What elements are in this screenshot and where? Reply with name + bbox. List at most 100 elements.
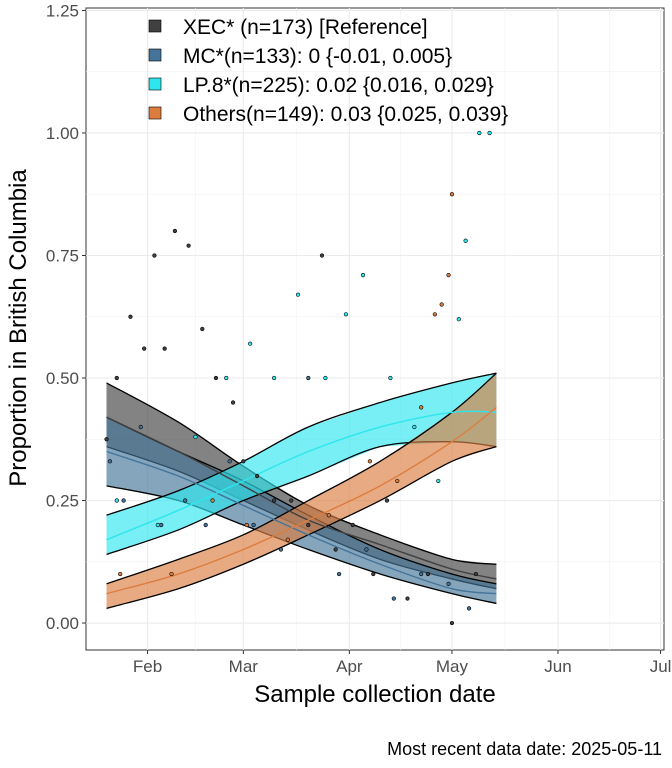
data-point-0-20 — [384, 498, 390, 503]
data-point-1-6 — [227, 459, 232, 464]
data-point-0-22 — [425, 571, 431, 577]
y-tick-label: 0.00 — [46, 614, 79, 633]
data-point-0-9 — [213, 375, 219, 381]
fit-line-2 — [106, 410, 497, 541]
data-point-3-7 — [395, 478, 400, 484]
caption: Most recent data date: 2025-05-11 — [387, 739, 662, 759]
x-tick-label: Jun — [544, 657, 571, 676]
data-point-0-15 — [306, 522, 311, 528]
data-point-3-6 — [367, 459, 372, 464]
data-point-2-13 — [456, 317, 461, 322]
data-point-0-5 — [162, 346, 167, 351]
data-point-0-12 — [254, 473, 260, 479]
fit-line-3 — [106, 406, 497, 595]
data-point-3-0 — [118, 571, 123, 577]
observed-points — [104, 130, 492, 626]
data-point-0-10 — [230, 400, 236, 405]
fit-line-1 — [106, 450, 497, 595]
legend-label-1: MC*(n=133): 0 {-0.01, 0.005} — [183, 45, 452, 68]
data-point-0-23 — [449, 620, 455, 626]
data-point-2-12 — [436, 478, 441, 484]
legend-key-2 — [148, 77, 162, 91]
data-point-1-0 — [107, 459, 113, 464]
data-point-1-15 — [466, 606, 472, 611]
data-point-1-3 — [159, 522, 164, 528]
data-point-1-11 — [364, 547, 369, 552]
data-point-3-2 — [210, 498, 215, 503]
data-point-2-2 — [193, 434, 198, 439]
data-point-2-9 — [360, 272, 366, 278]
data-point-3-11 — [446, 272, 451, 278]
data-point-0-16 — [319, 253, 325, 258]
confidence-band-0 — [106, 382, 497, 589]
data-point-2-8 — [343, 312, 349, 317]
data-point-1-8 — [278, 547, 284, 552]
data-point-2-11 — [412, 424, 417, 430]
data-point-0-1 — [114, 375, 119, 381]
data-point-1-4 — [183, 498, 188, 503]
legend: XEC* (n=173) [Reference] MC*(n=133): 0 {-… — [148, 16, 508, 126]
data-point-3-10 — [439, 302, 444, 307]
data-point-0-21 — [405, 596, 410, 601]
data-point-2-0 — [114, 498, 119, 503]
data-point-1-7 — [251, 522, 256, 528]
data-point-2-16 — [487, 130, 492, 136]
y-tick-label: 1.00 — [46, 124, 79, 143]
data-point-0-17 — [333, 547, 338, 552]
data-point-2-4 — [248, 341, 253, 346]
data-point-1-5 — [203, 522, 208, 528]
data-point-1-9 — [306, 375, 311, 381]
data-point-0-2 — [128, 314, 133, 319]
data-point-0-18 — [350, 522, 355, 528]
band-upper-edge-2 — [106, 372, 497, 516]
data-point-1-13 — [419, 571, 424, 577]
data-point-2-3 — [224, 375, 229, 381]
data-point-2-10 — [388, 375, 393, 381]
y-tick-label: 0.75 — [46, 246, 79, 265]
data-point-1-14 — [446, 581, 451, 586]
legend-key-1 — [148, 48, 162, 62]
data-point-0-19 — [371, 571, 376, 577]
x-tick-label: Mar — [229, 657, 259, 676]
data-point-2-6 — [295, 292, 301, 297]
data-point-3-9 — [432, 312, 437, 317]
data-point-0-6 — [172, 228, 178, 234]
data-point-3-8 — [419, 405, 424, 410]
data-point-2-14 — [463, 238, 468, 243]
data-point-0-8 — [200, 326, 205, 332]
legend-label-0: XEC* (n=173) [Reference] — [183, 16, 428, 39]
confidence-bands — [106, 372, 497, 609]
confidence-band-3 — [106, 373, 497, 609]
x-tick-label: Feb — [133, 657, 162, 676]
y-tick-label: 0.50 — [46, 369, 79, 388]
data-point-3-5 — [326, 513, 331, 518]
y-axis-ticks: 0.00 0.25 0.50 0.75 1.00 1.25 — [46, 1, 86, 633]
data-point-0-11 — [241, 459, 246, 464]
data-point-1-1 — [121, 498, 126, 503]
legend-key-0 — [148, 19, 162, 33]
data-point-0-13 — [272, 498, 277, 503]
x-tick-label: Apr — [336, 657, 363, 676]
x-tick-label: Jul — [650, 657, 672, 676]
data-point-0-7 — [186, 243, 191, 248]
data-point-0-3 — [142, 346, 147, 351]
data-point-3-4 — [285, 537, 290, 542]
x-tick-label: May — [436, 657, 469, 676]
legend-label-3: Others(n=149): 0.03 {0.025, 0.039} — [183, 103, 508, 126]
y-axis-title: Proportion in British Columbia — [5, 169, 32, 487]
data-point-3-3 — [244, 522, 249, 528]
fit-lines — [106, 406, 497, 595]
data-point-0-14 — [289, 498, 294, 503]
data-point-0-24 — [473, 571, 478, 577]
x-axis-title: Sample collection date — [254, 681, 495, 708]
data-point-2-5 — [272, 375, 277, 381]
y-tick-label: 1.25 — [46, 1, 79, 20]
legend-key-3 — [148, 106, 162, 120]
data-point-3-1 — [169, 571, 174, 577]
legend-label-2: LP.8*(n=225): 0.02 {0.016, 0.029} — [183, 74, 494, 97]
x-axis-ticks: Feb Mar Apr May Jun Jul — [133, 650, 672, 676]
data-point-1-12 — [391, 596, 396, 601]
data-point-0-4 — [152, 253, 157, 258]
data-point-2-15 — [477, 130, 482, 136]
